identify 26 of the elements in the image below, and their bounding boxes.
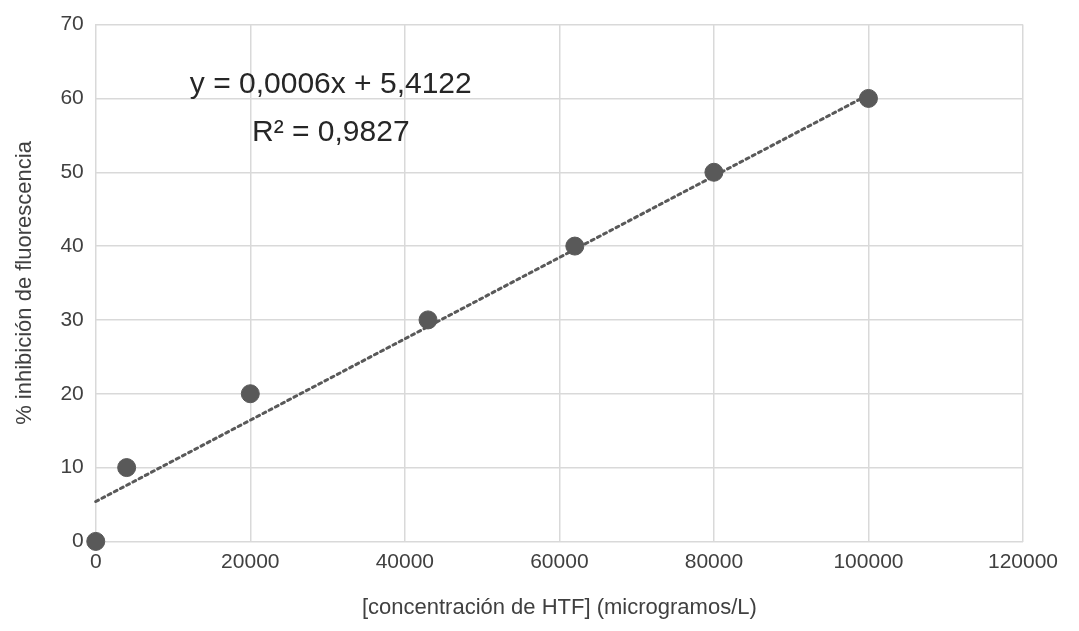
point bbox=[240, 384, 260, 404]
y-tick-label: 10 bbox=[60, 454, 84, 478]
x-tick-label: 20000 bbox=[221, 548, 280, 572]
x-tick-label: 100000 bbox=[833, 548, 904, 572]
annotation: R² = 0,9827 bbox=[251, 113, 410, 147]
x-axis-title: [concentración de HTF] (microgramos/L) bbox=[361, 593, 757, 619]
point bbox=[858, 88, 878, 108]
x-tick-label: 40000 bbox=[375, 548, 435, 572]
y-axis-title: % inhibición de fluorescencia bbox=[11, 140, 37, 425]
point bbox=[704, 162, 724, 182]
y-tick-label: 60 bbox=[60, 85, 84, 109]
point bbox=[86, 531, 106, 551]
y-tick-label: 40 bbox=[60, 232, 84, 256]
y-tick-label: 0 bbox=[72, 528, 84, 552]
point bbox=[117, 458, 137, 478]
annotation: y = 0,0006x + 5,4122 bbox=[189, 65, 472, 99]
y-tick-label: 20 bbox=[60, 380, 84, 404]
x-tick-label: 80000 bbox=[684, 548, 744, 572]
y-tick-label: 70 bbox=[60, 11, 84, 35]
point bbox=[418, 310, 438, 330]
x-tick-label: 0 bbox=[89, 548, 102, 572]
y-tick-label: 50 bbox=[60, 159, 84, 183]
x-tick-label: 60000 bbox=[530, 548, 589, 572]
point bbox=[565, 236, 585, 256]
x-tick-label: 120000 bbox=[987, 548, 1059, 572]
y-tick-label: 30 bbox=[60, 306, 84, 330]
